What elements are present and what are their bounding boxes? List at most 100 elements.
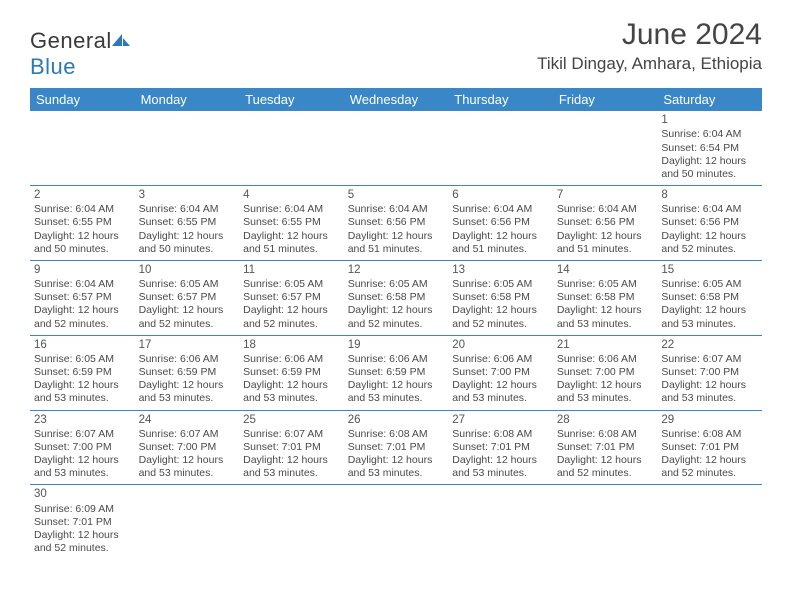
calendar-cell bbox=[344, 111, 449, 185]
sunset-text: Sunset: 6:58 PM bbox=[557, 291, 654, 304]
day-number: 2 bbox=[34, 188, 131, 202]
day-number: 8 bbox=[661, 188, 758, 202]
sunrise-text: Sunrise: 6:07 AM bbox=[243, 428, 340, 441]
sunrise-text: Sunrise: 6:04 AM bbox=[139, 203, 236, 216]
calendar-cell: 4Sunrise: 6:04 AMSunset: 6:55 PMDaylight… bbox=[239, 185, 344, 260]
day-number: 5 bbox=[348, 188, 445, 202]
calendar-cell bbox=[448, 111, 553, 185]
calendar-body: 1Sunrise: 6:04 AMSunset: 6:54 PMDaylight… bbox=[30, 111, 762, 559]
daylight-text: Daylight: 12 hours and 53 minutes. bbox=[661, 304, 758, 330]
sunset-text: Sunset: 6:58 PM bbox=[348, 291, 445, 304]
brand-text: GeneralBlue bbox=[30, 28, 132, 80]
daylight-text: Daylight: 12 hours and 51 minutes. bbox=[452, 230, 549, 256]
daylight-text: Daylight: 12 hours and 51 minutes. bbox=[243, 230, 340, 256]
daylight-text: Daylight: 12 hours and 50 minutes. bbox=[661, 155, 758, 181]
calendar-row: 1Sunrise: 6:04 AMSunset: 6:54 PMDaylight… bbox=[30, 111, 762, 185]
weekday-header: Monday bbox=[135, 88, 240, 111]
calendar-cell: 3Sunrise: 6:04 AMSunset: 6:55 PMDaylight… bbox=[135, 185, 240, 260]
day-number: 22 bbox=[661, 338, 758, 352]
day-number: 29 bbox=[661, 413, 758, 427]
daylight-text: Daylight: 12 hours and 50 minutes. bbox=[139, 230, 236, 256]
day-number: 12 bbox=[348, 263, 445, 277]
calendar-cell: 20Sunrise: 6:06 AMSunset: 7:00 PMDayligh… bbox=[448, 335, 553, 410]
sunset-text: Sunset: 6:55 PM bbox=[139, 216, 236, 229]
calendar-cell bbox=[135, 111, 240, 185]
sunset-text: Sunset: 7:01 PM bbox=[661, 441, 758, 454]
sunrise-text: Sunrise: 6:07 AM bbox=[661, 353, 758, 366]
sunset-text: Sunset: 6:57 PM bbox=[139, 291, 236, 304]
sunset-text: Sunset: 7:00 PM bbox=[34, 441, 131, 454]
calendar-cell: 28Sunrise: 6:08 AMSunset: 7:01 PMDayligh… bbox=[553, 410, 658, 485]
day-number: 18 bbox=[243, 338, 340, 352]
day-number: 7 bbox=[557, 188, 654, 202]
day-number: 27 bbox=[452, 413, 549, 427]
day-number: 10 bbox=[139, 263, 236, 277]
sunrise-text: Sunrise: 6:04 AM bbox=[348, 203, 445, 216]
daylight-text: Daylight: 12 hours and 50 minutes. bbox=[34, 230, 131, 256]
sunset-text: Sunset: 6:56 PM bbox=[348, 216, 445, 229]
sunrise-text: Sunrise: 6:06 AM bbox=[452, 353, 549, 366]
calendar-cell: 13Sunrise: 6:05 AMSunset: 6:58 PMDayligh… bbox=[448, 260, 553, 335]
sunset-text: Sunset: 7:00 PM bbox=[661, 366, 758, 379]
calendar-cell: 21Sunrise: 6:06 AMSunset: 7:00 PMDayligh… bbox=[553, 335, 658, 410]
weekday-header: Sunday bbox=[30, 88, 135, 111]
calendar-cell: 29Sunrise: 6:08 AMSunset: 7:01 PMDayligh… bbox=[657, 410, 762, 485]
sunset-text: Sunset: 7:01 PM bbox=[348, 441, 445, 454]
calendar-cell: 7Sunrise: 6:04 AMSunset: 6:56 PMDaylight… bbox=[553, 185, 658, 260]
calendar-cell bbox=[239, 111, 344, 185]
day-number: 17 bbox=[139, 338, 236, 352]
daylight-text: Daylight: 12 hours and 53 minutes. bbox=[452, 454, 549, 480]
calendar-cell: 18Sunrise: 6:06 AMSunset: 6:59 PMDayligh… bbox=[239, 335, 344, 410]
daylight-text: Daylight: 12 hours and 52 minutes. bbox=[452, 304, 549, 330]
calendar-cell: 24Sunrise: 6:07 AMSunset: 7:00 PMDayligh… bbox=[135, 410, 240, 485]
calendar-row: 9Sunrise: 6:04 AMSunset: 6:57 PMDaylight… bbox=[30, 260, 762, 335]
sunset-text: Sunset: 7:00 PM bbox=[557, 366, 654, 379]
sunset-text: Sunset: 6:56 PM bbox=[661, 216, 758, 229]
calendar-cell: 6Sunrise: 6:04 AMSunset: 6:56 PMDaylight… bbox=[448, 185, 553, 260]
sunrise-text: Sunrise: 6:08 AM bbox=[661, 428, 758, 441]
sunset-text: Sunset: 6:55 PM bbox=[34, 216, 131, 229]
day-number: 19 bbox=[348, 338, 445, 352]
daylight-text: Daylight: 12 hours and 52 minutes. bbox=[661, 454, 758, 480]
sunset-text: Sunset: 6:56 PM bbox=[557, 216, 654, 229]
sunrise-text: Sunrise: 6:06 AM bbox=[139, 353, 236, 366]
calendar-cell: 22Sunrise: 6:07 AMSunset: 7:00 PMDayligh… bbox=[657, 335, 762, 410]
sunset-text: Sunset: 6:59 PM bbox=[348, 366, 445, 379]
calendar-cell bbox=[344, 485, 449, 559]
calendar-row: 30Sunrise: 6:09 AMSunset: 7:01 PMDayligh… bbox=[30, 485, 762, 559]
daylight-text: Daylight: 12 hours and 53 minutes. bbox=[243, 379, 340, 405]
weekday-header: Wednesday bbox=[344, 88, 449, 111]
calendar-cell: 2Sunrise: 6:04 AMSunset: 6:55 PMDaylight… bbox=[30, 185, 135, 260]
sunset-text: Sunset: 7:01 PM bbox=[557, 441, 654, 454]
day-number: 20 bbox=[452, 338, 549, 352]
calendar-cell bbox=[553, 485, 658, 559]
sunset-text: Sunset: 7:00 PM bbox=[139, 441, 236, 454]
calendar-cell: 27Sunrise: 6:08 AMSunset: 7:01 PMDayligh… bbox=[448, 410, 553, 485]
calendar-cell: 23Sunrise: 6:07 AMSunset: 7:00 PMDayligh… bbox=[30, 410, 135, 485]
daylight-text: Daylight: 12 hours and 52 minutes. bbox=[243, 304, 340, 330]
daylight-text: Daylight: 12 hours and 51 minutes. bbox=[557, 230, 654, 256]
calendar-row: 23Sunrise: 6:07 AMSunset: 7:00 PMDayligh… bbox=[30, 410, 762, 485]
sunrise-text: Sunrise: 6:08 AM bbox=[348, 428, 445, 441]
header-right: June 2024 Tikil Dingay, Amhara, Ethiopia bbox=[537, 18, 762, 74]
calendar-row: 2Sunrise: 6:04 AMSunset: 6:55 PMDaylight… bbox=[30, 185, 762, 260]
sunrise-text: Sunrise: 6:06 AM bbox=[243, 353, 340, 366]
calendar-cell: 25Sunrise: 6:07 AMSunset: 7:01 PMDayligh… bbox=[239, 410, 344, 485]
calendar-row: 16Sunrise: 6:05 AMSunset: 6:59 PMDayligh… bbox=[30, 335, 762, 410]
daylight-text: Daylight: 12 hours and 52 minutes. bbox=[557, 454, 654, 480]
daylight-text: Daylight: 12 hours and 53 minutes. bbox=[348, 379, 445, 405]
sunset-text: Sunset: 6:59 PM bbox=[243, 366, 340, 379]
calendar-cell: 30Sunrise: 6:09 AMSunset: 7:01 PMDayligh… bbox=[30, 485, 135, 559]
daylight-text: Daylight: 12 hours and 52 minutes. bbox=[139, 304, 236, 330]
brand-part1: General bbox=[30, 28, 112, 53]
month-title: June 2024 bbox=[537, 18, 762, 52]
sunset-text: Sunset: 7:00 PM bbox=[452, 366, 549, 379]
sunrise-text: Sunrise: 6:04 AM bbox=[452, 203, 549, 216]
sunrise-text: Sunrise: 6:05 AM bbox=[243, 278, 340, 291]
sunrise-text: Sunrise: 6:04 AM bbox=[34, 278, 131, 291]
brand-logo: GeneralBlue bbox=[30, 18, 132, 80]
daylight-text: Daylight: 12 hours and 53 minutes. bbox=[34, 454, 131, 480]
daylight-text: Daylight: 12 hours and 53 minutes. bbox=[139, 379, 236, 405]
sunrise-text: Sunrise: 6:05 AM bbox=[139, 278, 236, 291]
sunrise-text: Sunrise: 6:05 AM bbox=[34, 353, 131, 366]
